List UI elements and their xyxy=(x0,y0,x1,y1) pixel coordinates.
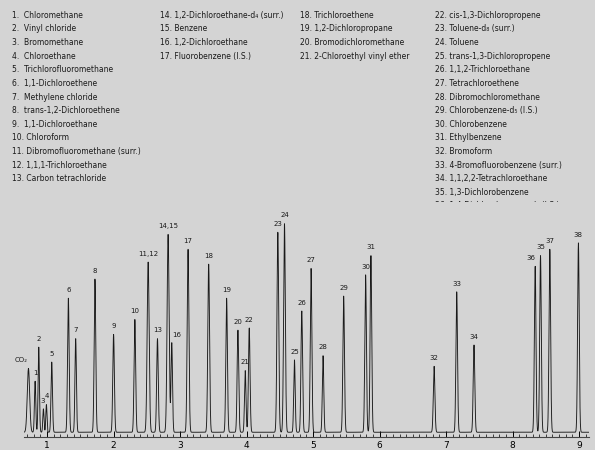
Text: 35. 1,3-Dichlorobenzene: 35. 1,3-Dichlorobenzene xyxy=(434,188,528,197)
Text: 17. Fluorobenzene (I.S.): 17. Fluorobenzene (I.S.) xyxy=(161,52,252,61)
Text: 38: 38 xyxy=(574,232,583,238)
Text: 14. 1,2-Dichloroethane-d₄ (surr.): 14. 1,2-Dichloroethane-d₄ (surr.) xyxy=(161,11,284,20)
Text: 10. Chloroform: 10. Chloroform xyxy=(12,133,69,142)
Text: 13: 13 xyxy=(153,327,162,333)
Text: 4.  Chloroethane: 4. Chloroethane xyxy=(12,52,76,61)
Text: 9.  1,1-Dichloroethane: 9. 1,1-Dichloroethane xyxy=(12,120,97,129)
Text: 20. Bromodichloromethane: 20. Bromodichloromethane xyxy=(300,38,405,47)
Text: 23: 23 xyxy=(273,221,282,227)
Text: 28: 28 xyxy=(318,344,327,351)
Text: 17: 17 xyxy=(183,238,193,244)
Text: 5: 5 xyxy=(49,351,54,357)
Text: 30. Chlorobenzene: 30. Chlorobenzene xyxy=(434,120,506,129)
Text: 20: 20 xyxy=(233,319,242,325)
Text: 6: 6 xyxy=(66,287,71,293)
Text: 18: 18 xyxy=(204,253,213,259)
Text: 29. Chlorobenzene-d₅ (I.S.): 29. Chlorobenzene-d₅ (I.S.) xyxy=(434,106,537,115)
Text: 9: 9 xyxy=(111,323,116,329)
Text: 3.  Bromomethane: 3. Bromomethane xyxy=(12,38,83,47)
Text: 24: 24 xyxy=(280,212,289,218)
Text: 36: 36 xyxy=(527,255,536,261)
Text: 12. 1,1,1-Trichloroethane: 12. 1,1,1-Trichloroethane xyxy=(12,161,107,170)
Text: 4: 4 xyxy=(44,393,49,399)
Text: 26. 1,1,2-Trichloroethane: 26. 1,1,2-Trichloroethane xyxy=(434,65,530,74)
Text: 10: 10 xyxy=(130,308,139,314)
Text: 29: 29 xyxy=(339,285,348,291)
Text: 6.  1,1-Dichloroethene: 6. 1,1-Dichloroethene xyxy=(12,79,97,88)
Text: 7: 7 xyxy=(73,327,78,333)
Text: 1: 1 xyxy=(33,370,37,376)
Text: 34. 1,1,2,2-Tetrachloroethane: 34. 1,1,2,2-Tetrachloroethane xyxy=(434,174,547,183)
Text: 16. 1,2-Dichloroethane: 16. 1,2-Dichloroethane xyxy=(161,38,248,47)
Text: 31. Ethylbenzene: 31. Ethylbenzene xyxy=(434,133,501,142)
Text: 8.  trans-1,2-Dichloroethene: 8. trans-1,2-Dichloroethene xyxy=(12,106,120,115)
Text: 34: 34 xyxy=(469,334,478,340)
Text: 37. 1,4-Dichlorobenzene: 37. 1,4-Dichlorobenzene xyxy=(434,215,528,224)
Text: 16: 16 xyxy=(172,332,181,338)
Text: 14,15: 14,15 xyxy=(158,223,178,229)
Text: 25: 25 xyxy=(290,349,299,355)
Text: 26: 26 xyxy=(298,300,306,306)
Text: 23. Toluene-d₈ (surr.): 23. Toluene-d₈ (surr.) xyxy=(434,24,514,33)
Text: 30: 30 xyxy=(361,264,370,270)
Text: 15. Benzene: 15. Benzene xyxy=(161,24,208,33)
Text: 11. Dibromofluoromethane (surr.): 11. Dibromofluoromethane (surr.) xyxy=(12,147,140,156)
Text: 18. Trichloroethene: 18. Trichloroethene xyxy=(300,11,374,20)
Text: 22: 22 xyxy=(245,317,253,323)
Text: 21. 2-Chloroethyl vinyl ether: 21. 2-Chloroethyl vinyl ether xyxy=(300,52,410,61)
Text: 36. 1,4-Dichlorobenzene-d₄ (I.S.): 36. 1,4-Dichlorobenzene-d₄ (I.S.) xyxy=(434,202,559,211)
Text: 27. Tetrachloroethene: 27. Tetrachloroethene xyxy=(434,79,518,88)
Text: 19: 19 xyxy=(222,287,231,293)
Text: 7.  Methylene chloride: 7. Methylene chloride xyxy=(12,93,97,102)
Text: 28. Dibromochloromethane: 28. Dibromochloromethane xyxy=(434,93,540,102)
Text: 31: 31 xyxy=(367,244,375,250)
Text: CO₂: CO₂ xyxy=(15,357,28,363)
Text: 1.  Chloromethane: 1. Chloromethane xyxy=(12,11,83,20)
Text: 13. Carbon tetrachloride: 13. Carbon tetrachloride xyxy=(12,174,106,183)
Text: 3: 3 xyxy=(41,397,45,404)
Text: 2: 2 xyxy=(36,336,41,342)
Text: 5.  Trichlorofluoromethane: 5. Trichlorofluoromethane xyxy=(12,65,113,74)
Text: 19. 1,2-Dichloropropane: 19. 1,2-Dichloropropane xyxy=(300,24,393,33)
Text: 8: 8 xyxy=(93,268,97,274)
Text: 38. 1,2-Dichlorobenzene: 38. 1,2-Dichlorobenzene xyxy=(434,229,528,238)
Text: 33. 4-Bromofluorobenzene (surr.): 33. 4-Bromofluorobenzene (surr.) xyxy=(434,161,562,170)
Text: 32: 32 xyxy=(430,355,439,361)
Text: 22. cis-1,3-Dichloropropene: 22. cis-1,3-Dichloropropene xyxy=(434,11,540,20)
Text: 25. trans-1,3-Dichloropropene: 25. trans-1,3-Dichloropropene xyxy=(434,52,550,61)
Text: 33: 33 xyxy=(452,280,461,287)
Text: 11,12: 11,12 xyxy=(138,251,158,257)
Text: 27: 27 xyxy=(306,257,315,263)
Text: 37: 37 xyxy=(545,238,555,244)
Text: 21: 21 xyxy=(241,359,250,365)
Text: 2.  Vinyl chloride: 2. Vinyl chloride xyxy=(12,24,76,33)
Text: 35: 35 xyxy=(536,244,545,250)
Text: 24. Toluene: 24. Toluene xyxy=(434,38,478,47)
Text: 32. Bromoform: 32. Bromoform xyxy=(434,147,491,156)
